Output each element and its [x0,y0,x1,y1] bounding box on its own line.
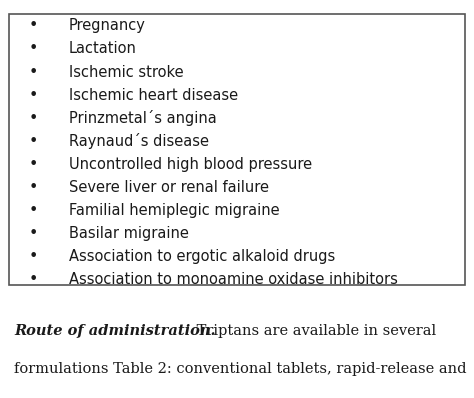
Text: •: • [28,64,38,80]
Text: Ischemic heart disease: Ischemic heart disease [69,88,238,103]
Text: Severe liver or renal failure: Severe liver or renal failure [69,180,269,195]
Text: •: • [28,111,38,126]
Text: •: • [28,180,38,195]
Text: Triptans are available in several: Triptans are available in several [192,324,436,338]
Text: •: • [28,249,38,264]
Text: Familial hemiplegic migraine: Familial hemiplegic migraine [69,203,279,218]
Text: Prinzmetal´s angina: Prinzmetal´s angina [69,110,217,126]
Text: Raynaud´s disease: Raynaud´s disease [69,133,209,149]
Text: •: • [28,157,38,172]
Text: •: • [28,226,38,241]
Text: formulations Table 2: conventional tablets, rapid-release and: formulations Table 2: conventional table… [14,362,467,376]
Text: •: • [28,134,38,149]
Text: Association to monoamine oxidase inhibitors: Association to monoamine oxidase inhibit… [69,272,398,287]
Text: •: • [28,272,38,287]
Text: Uncontrolled high blood pressure: Uncontrolled high blood pressure [69,157,312,172]
FancyBboxPatch shape [9,14,465,285]
Text: Basilar migraine: Basilar migraine [69,226,189,241]
Text: •: • [28,41,38,57]
Text: Ischemic stroke: Ischemic stroke [69,64,183,80]
Text: Pregnancy: Pregnancy [69,18,146,33]
Text: Lactation: Lactation [69,41,137,57]
Text: •: • [28,18,38,33]
Text: •: • [28,88,38,103]
Text: •: • [28,203,38,218]
Text: Route of administration.: Route of administration. [14,324,216,338]
Text: Association to ergotic alkaloid drugs: Association to ergotic alkaloid drugs [69,249,335,264]
